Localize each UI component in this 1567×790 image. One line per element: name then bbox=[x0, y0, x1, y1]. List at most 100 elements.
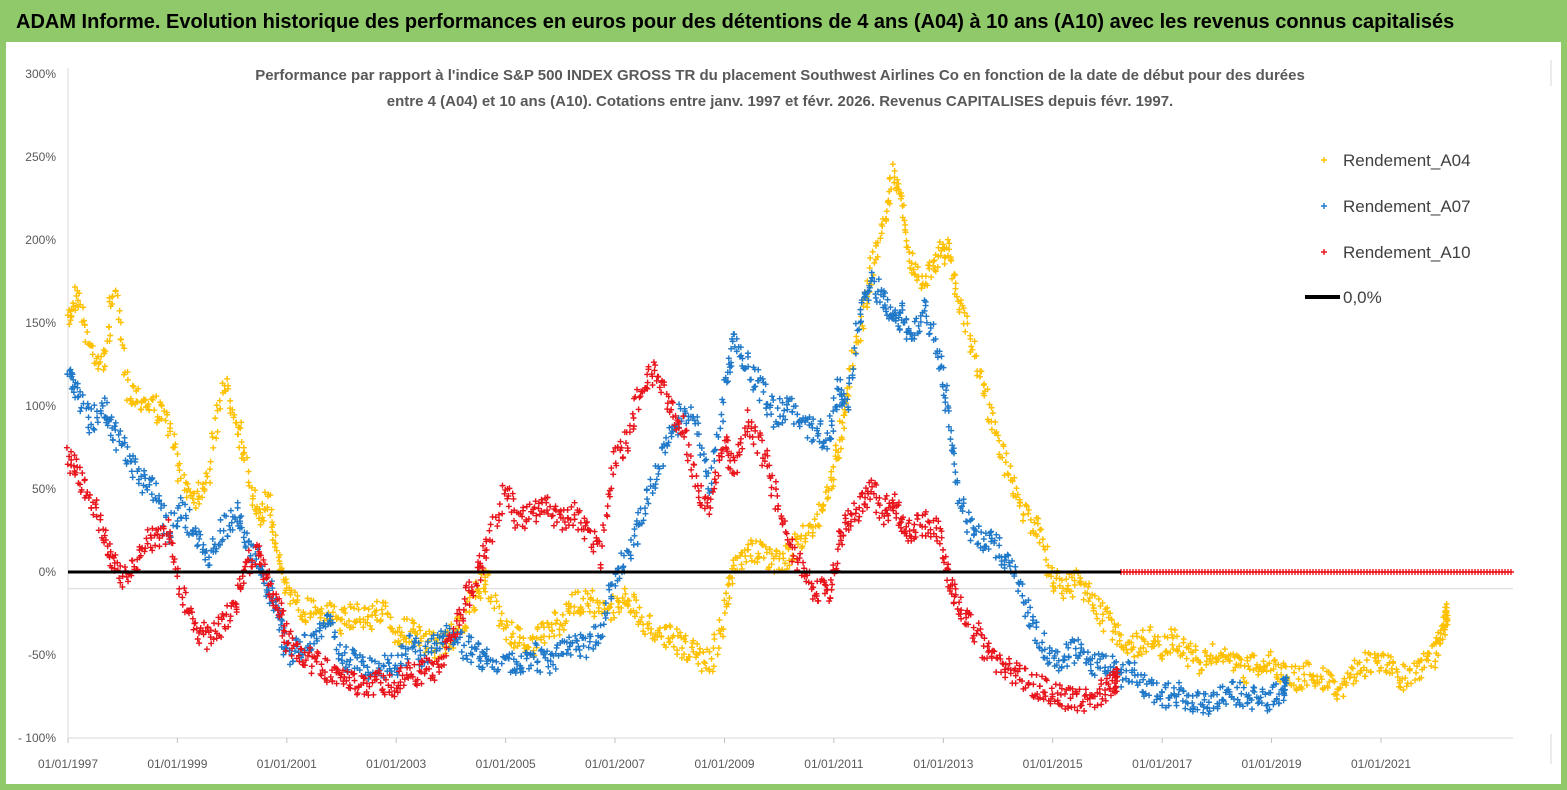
data-point-a07 bbox=[289, 658, 296, 665]
data-point-a04 bbox=[785, 546, 792, 553]
data-point-a10 bbox=[532, 498, 539, 505]
data-point-a10 bbox=[249, 557, 256, 564]
data-point-a04 bbox=[824, 495, 831, 502]
data-point-a10 bbox=[101, 532, 108, 539]
data-point-a04 bbox=[1052, 585, 1059, 592]
data-point-a04 bbox=[1147, 623, 1154, 630]
data-point-a04 bbox=[595, 608, 602, 615]
data-point-a04 bbox=[372, 612, 379, 619]
data-point-a07 bbox=[970, 524, 977, 531]
data-point-a04 bbox=[1095, 596, 1102, 602]
data-point-a04 bbox=[845, 392, 852, 399]
data-point-a04 bbox=[466, 609, 473, 616]
data-point-a10 bbox=[194, 635, 201, 642]
data-point-a07 bbox=[1054, 648, 1061, 655]
data-point-a10 bbox=[474, 582, 481, 589]
data-point-a04 bbox=[80, 304, 87, 311]
data-point-a04 bbox=[1442, 631, 1449, 638]
data-point-a07 bbox=[312, 628, 319, 635]
data-point-a04 bbox=[1099, 611, 1106, 618]
data-point-a07 bbox=[788, 395, 795, 402]
data-point-a07 bbox=[206, 562, 213, 569]
data-point-a10 bbox=[295, 652, 302, 659]
data-point-a04 bbox=[1168, 631, 1175, 638]
data-point-a07 bbox=[819, 444, 826, 451]
data-point-a07 bbox=[442, 628, 449, 635]
data-point-a10 bbox=[599, 543, 606, 550]
data-point-a04 bbox=[619, 594, 626, 601]
data-point-a04 bbox=[782, 560, 789, 567]
data-point-a04 bbox=[1180, 649, 1187, 656]
data-point-a07 bbox=[1113, 658, 1120, 665]
data-point-a10 bbox=[156, 543, 163, 550]
data-point-a04 bbox=[559, 611, 566, 618]
data-point-a04 bbox=[346, 617, 353, 624]
data-point-a07 bbox=[1244, 699, 1251, 706]
x-tick-label: 01/01/2015 bbox=[1023, 757, 1083, 771]
data-point-a04 bbox=[1351, 674, 1358, 681]
data-point-a07 bbox=[1266, 706, 1273, 713]
data-point-a10 bbox=[73, 456, 80, 463]
data-point-a04 bbox=[1275, 661, 1282, 668]
data-point-a07 bbox=[483, 646, 490, 653]
data-point-a07 bbox=[196, 528, 203, 535]
data-point-a04 bbox=[158, 415, 165, 422]
data-point-a04 bbox=[606, 604, 613, 611]
data-point-a07 bbox=[643, 487, 650, 494]
data-point-a07 bbox=[1015, 588, 1022, 595]
data-point-a04 bbox=[192, 505, 199, 512]
data-point-a07 bbox=[1273, 695, 1280, 702]
data-point-a04 bbox=[615, 604, 622, 611]
data-point-a07 bbox=[1004, 551, 1011, 558]
data-point-a10 bbox=[454, 630, 461, 637]
data-point-a07 bbox=[185, 531, 192, 538]
data-point-a07 bbox=[85, 424, 92, 431]
data-point-a10 bbox=[376, 667, 383, 674]
data-point-a10 bbox=[688, 466, 695, 473]
data-point-a07 bbox=[844, 396, 851, 403]
data-point-a10 bbox=[71, 452, 78, 459]
data-point-a10 bbox=[354, 690, 361, 697]
data-point-a04 bbox=[130, 383, 137, 390]
data-point-a04 bbox=[1267, 648, 1274, 655]
data-point-a04 bbox=[932, 268, 939, 275]
data-point-a04 bbox=[257, 521, 264, 528]
data-point-a04 bbox=[607, 616, 614, 623]
data-point-a10 bbox=[883, 492, 890, 499]
data-point-a04 bbox=[745, 541, 752, 548]
data-point-a10 bbox=[370, 691, 377, 698]
data-point-a07 bbox=[602, 600, 609, 607]
data-point-a07 bbox=[1140, 676, 1147, 683]
data-point-a07 bbox=[1022, 613, 1029, 620]
data-point-a07 bbox=[1176, 679, 1183, 686]
data-point-a04 bbox=[431, 654, 438, 661]
data-point-a07 bbox=[1264, 701, 1271, 708]
data-point-a04 bbox=[681, 651, 688, 658]
data-point-a07 bbox=[1159, 702, 1166, 709]
data-point-a04 bbox=[504, 622, 511, 629]
data-point-a07 bbox=[697, 451, 704, 458]
data-point-a04 bbox=[886, 175, 893, 182]
data-point-a10 bbox=[790, 552, 797, 559]
data-point-a04 bbox=[466, 594, 473, 601]
data-point-a07 bbox=[384, 656, 391, 663]
data-point-a07 bbox=[1280, 697, 1287, 704]
data-point-a10 bbox=[848, 511, 855, 518]
data-point-a07 bbox=[945, 423, 952, 430]
data-point-a04 bbox=[964, 313, 971, 320]
data-point-a10 bbox=[204, 624, 211, 631]
data-point-a04 bbox=[1158, 655, 1165, 662]
data-point-a04 bbox=[772, 553, 779, 560]
data-point-a10 bbox=[635, 406, 642, 413]
data-point-a04 bbox=[690, 637, 697, 644]
data-point-a04 bbox=[373, 598, 380, 605]
data-point-a07 bbox=[314, 637, 321, 644]
data-point-a04 bbox=[580, 608, 587, 615]
data-point-a10 bbox=[526, 501, 533, 508]
data-point-a10 bbox=[443, 644, 450, 651]
data-point-a10 bbox=[588, 544, 595, 551]
data-point-a07 bbox=[1033, 640, 1040, 647]
data-point-a04 bbox=[1197, 659, 1204, 666]
data-point-a10 bbox=[431, 677, 438, 684]
data-point-a10 bbox=[240, 580, 247, 587]
